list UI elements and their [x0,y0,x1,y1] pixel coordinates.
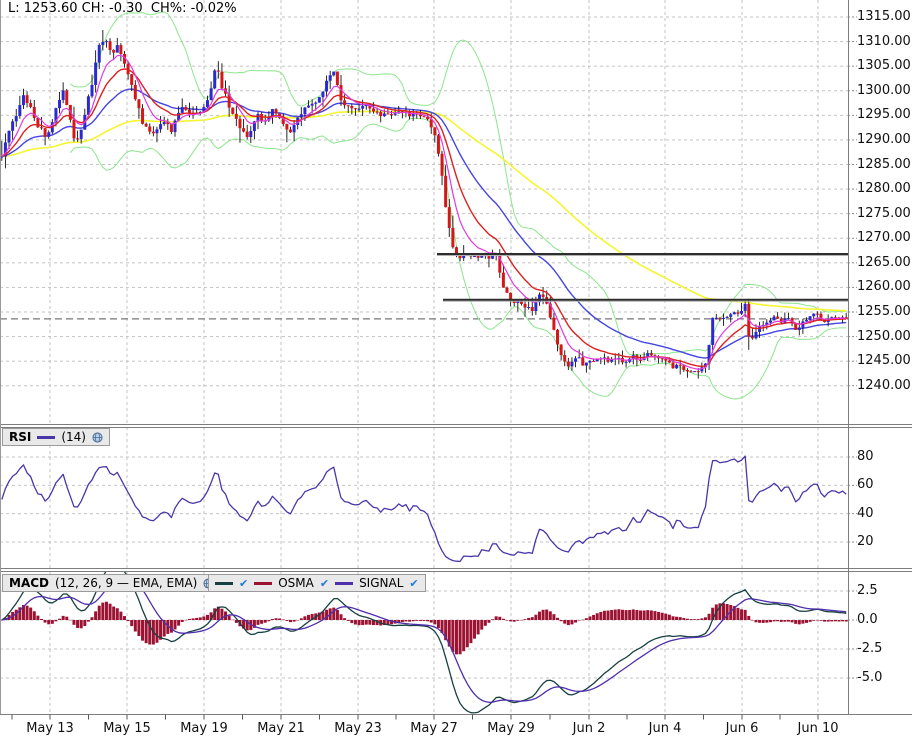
macd-legend: ✔ OSMA ✔ SIGNAL ✔ [208,574,426,592]
macd-params: (12, 26, 9 — EMA, EMA) [55,576,198,590]
globe-icon[interactable] [92,431,103,443]
macd-checkbox-checked-icon[interactable]: ✔ [239,576,249,590]
signal-line-swatch [335,581,354,585]
rsi-header: RSI (14) [2,428,110,446]
signal-checkbox-checked-icon[interactable]: ✔ [409,576,419,590]
rsi-params: (14) [61,430,86,444]
osma-label: OSMA [278,576,314,590]
macd-line-swatch [215,581,233,585]
osma-line-swatch [254,581,273,585]
osma-checkbox-checked-icon[interactable]: ✔ [319,576,330,590]
rsi-title: RSI [9,430,32,444]
macd-header: MACD (12, 26, 9 — EMA, EMA) [2,574,222,592]
signal-label: SIGNAL [359,576,404,590]
macd-title: MACD [9,576,49,590]
rsi-line-swatch [37,435,56,439]
